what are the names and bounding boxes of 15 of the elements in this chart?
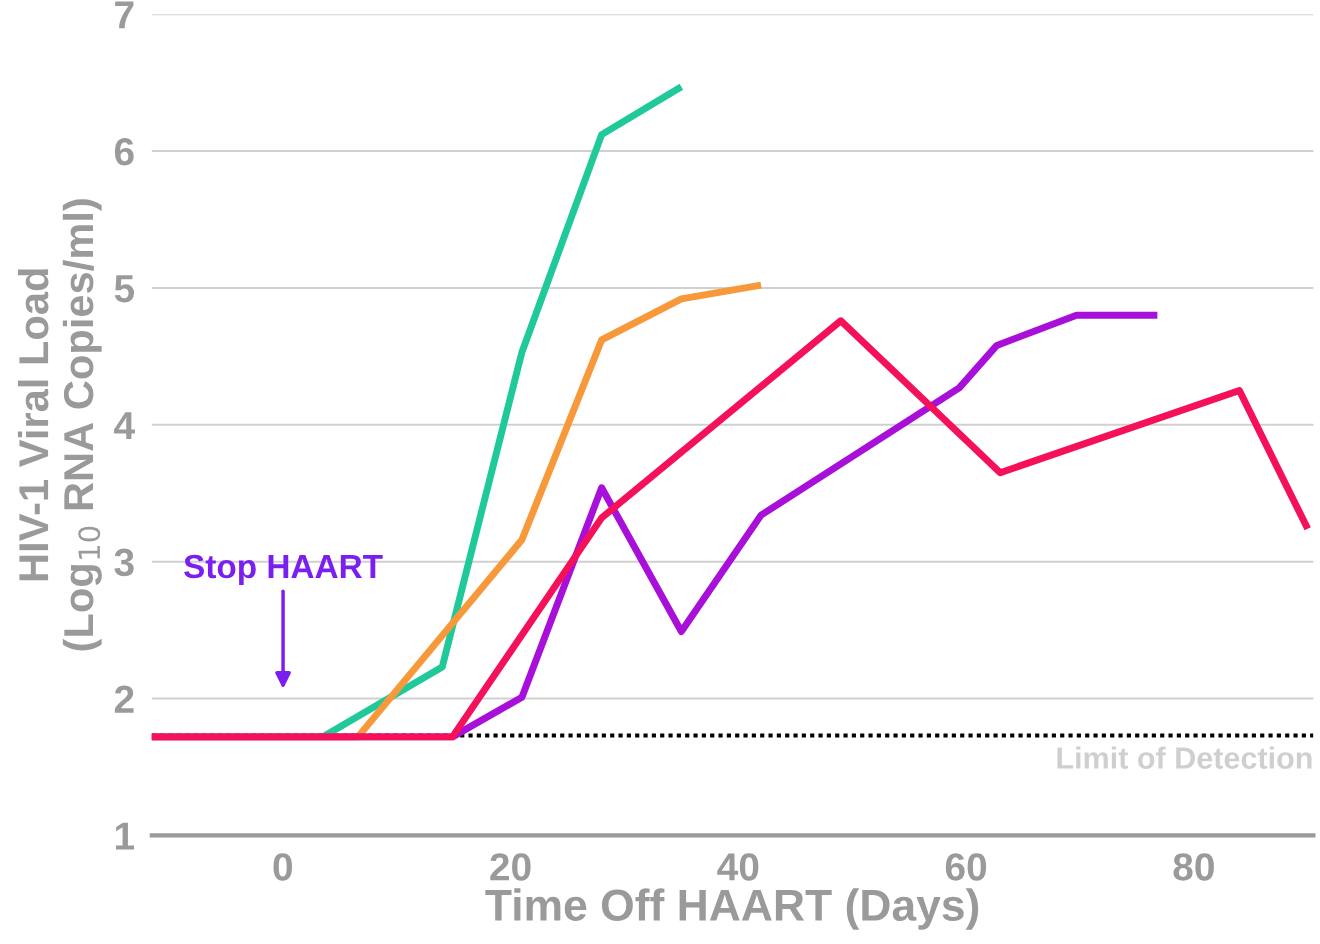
y-tick-label: 6 bbox=[114, 137, 134, 166]
x-axis-title: Time Off HAART (Days) bbox=[485, 888, 979, 930]
y-tick-label: 5 bbox=[114, 275, 135, 303]
y-tick-label: 7 bbox=[115, 1, 134, 29]
y-tick-label: 2 bbox=[114, 685, 134, 713]
x-tick-label: 40 bbox=[717, 853, 759, 881]
y-tick-label: 4 bbox=[114, 412, 135, 439]
x-tick-label: 60 bbox=[945, 853, 987, 881]
x-tick-label: 0 bbox=[273, 853, 292, 881]
y-tick-label: 3 bbox=[114, 548, 134, 577]
x-tick-label: 80 bbox=[1173, 853, 1214, 881]
y-axis-title: HIV-1 Viral Load (Log$_{10}$ RNA Copies/ml) bbox=[17, 199, 102, 651]
annotation: Stop HAART bbox=[184, 554, 383, 585]
x-tick-label: 20 bbox=[490, 853, 531, 881]
y-tick-label: 1 bbox=[115, 822, 135, 850]
